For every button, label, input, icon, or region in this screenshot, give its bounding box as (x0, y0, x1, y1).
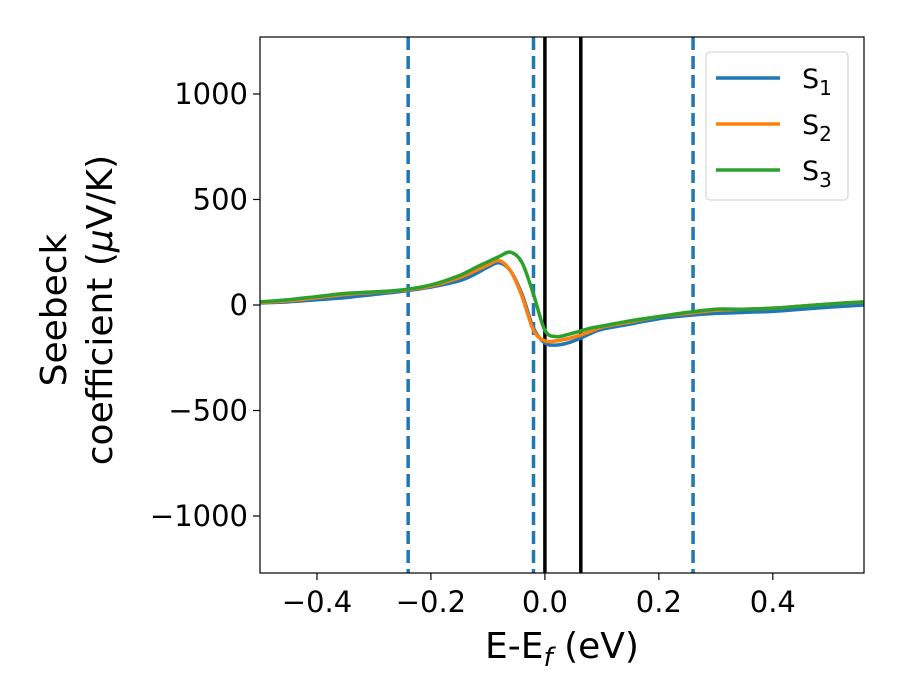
y-axis-title-post: V/K) (80, 155, 121, 229)
y-axis-title-line2: coefficient (μV/K) (80, 155, 121, 465)
legend-label-s2: S2 (802, 110, 832, 146)
y-tick-label: 500 (193, 182, 248, 216)
series-line-s3 (260, 250, 864, 339)
x-tick-label: −0.4 (282, 585, 352, 619)
x-axis-ticks: −0.4 −0.2 0.0 0.2 0.4 (282, 573, 796, 619)
y-tick-label: −1000 (150, 499, 248, 533)
legend-label-s3: S3 (802, 156, 832, 192)
legend-box (705, 51, 849, 201)
legend: S1 S2 S3 (705, 51, 849, 201)
series-line-s1 (260, 260, 864, 347)
x-axis-title-main: E-E (485, 626, 543, 667)
x-tick-label: 0.0 (522, 585, 568, 619)
y-axis-title-line1: Seebeck (34, 233, 75, 386)
x-axis-title-tail: (eV) (553, 626, 639, 667)
legend-label-s1: S1 (802, 64, 832, 100)
y-axis-title-mu: μ (80, 229, 121, 253)
y-tick-label: 0 (230, 288, 248, 322)
x-tick-label: 0.2 (636, 585, 682, 619)
x-tick-label: −0.2 (396, 585, 466, 619)
series-line-s2 (260, 258, 864, 344)
y-tick-label: −500 (168, 394, 248, 428)
vertical-reference-lines (406, 37, 695, 573)
x-tick-label: 0.4 (750, 585, 796, 619)
y-axis-title-pre: coefficient ( (80, 252, 121, 465)
y-axis-ticks: −1000 −500 0 500 1000 (150, 77, 260, 533)
series-layer (260, 250, 864, 347)
x-axis-title: E-Ef (eV) (485, 626, 639, 673)
y-tick-label: 1000 (174, 77, 248, 111)
